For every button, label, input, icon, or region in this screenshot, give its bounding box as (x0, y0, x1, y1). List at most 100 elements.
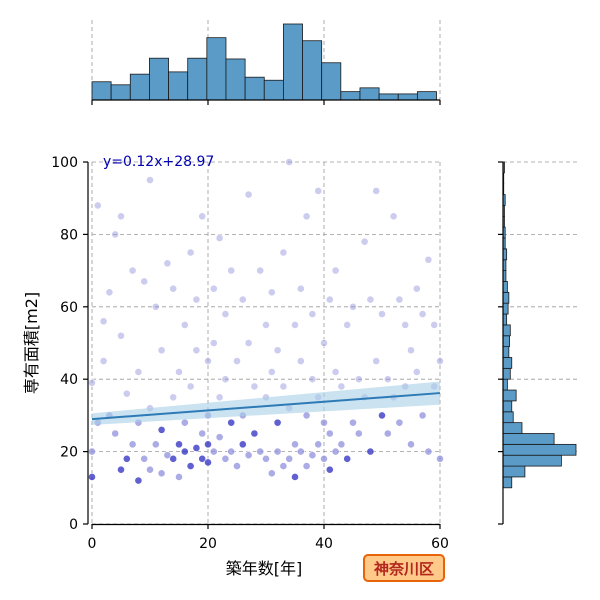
scatter-point (331, 447, 340, 456)
scatter-point (192, 444, 201, 452)
scatter-point (354, 375, 363, 384)
scatter-point (215, 234, 224, 242)
scatter-point (325, 465, 334, 474)
scatter-point (180, 418, 189, 427)
scatter-point (180, 447, 189, 456)
scatter-point (128, 266, 137, 275)
scatter-point (169, 454, 178, 463)
scatter-point (250, 429, 259, 438)
scatter-point (383, 375, 392, 384)
right-hist-bar (502, 302, 509, 315)
scatter-point (273, 447, 282, 456)
scatter-point (192, 295, 201, 304)
right-hist-bar (502, 389, 517, 402)
scatter-point (157, 346, 166, 355)
top-hist-bar (225, 58, 246, 101)
scatter-point (389, 212, 398, 221)
right-hist-bar (502, 443, 577, 456)
scatter-point (407, 440, 415, 449)
scatter-point (186, 462, 195, 470)
scatter-point (209, 284, 218, 293)
top-hist-bar (378, 93, 399, 101)
scatter-point (163, 259, 172, 268)
scatter-point (204, 440, 212, 449)
scatter-point (378, 411, 386, 420)
scatter-point (151, 302, 160, 311)
scatter-point (407, 346, 415, 355)
scatter-point (175, 440, 183, 449)
scatter-point (366, 447, 375, 456)
scatter-point (198, 212, 207, 221)
scatter-point (337, 440, 346, 449)
scatter-point (430, 320, 439, 329)
scatter-point (215, 433, 224, 442)
y-axis-label: 専有面積[m2] (22, 292, 41, 394)
scatter-point (238, 440, 247, 449)
scatter-point (227, 418, 236, 427)
scatter-point (308, 310, 317, 318)
scatter-point (383, 429, 392, 438)
scatter-point (88, 378, 96, 387)
scatter-point (296, 357, 305, 365)
x-tick-label-0: 0 (88, 536, 97, 552)
scatter-point (256, 266, 265, 275)
scatter-point (320, 339, 328, 347)
right-hist-bar (502, 433, 555, 445)
right-hist-bar (502, 324, 511, 337)
scatter-point (320, 454, 328, 463)
scatter-point (296, 447, 305, 456)
right-hist-bar (502, 346, 510, 358)
top-hist-bar (282, 23, 303, 101)
scatter-point (395, 295, 404, 304)
scatter-point (331, 266, 340, 275)
scatter-point (366, 295, 375, 304)
scatter-point (418, 310, 427, 318)
top-hist-bar (206, 37, 227, 101)
scatter-point (204, 357, 212, 365)
scatter-point (105, 288, 114, 297)
regression-line (91, 392, 441, 421)
scatter-point (267, 288, 276, 297)
scatter-point (111, 429, 120, 438)
scatter-point (279, 462, 288, 470)
right-hist-bar (502, 378, 508, 391)
scatter-point (238, 295, 247, 304)
scatter-point (99, 317, 108, 326)
scatter-point (215, 393, 224, 402)
region-badge-label: 神奈川区 (374, 560, 434, 578)
scatter-point (401, 320, 410, 329)
scatter-point (209, 339, 218, 347)
x-tick-label-2: 40 (315, 536, 333, 552)
scatter-point (204, 458, 212, 467)
scatter-point (302, 462, 311, 470)
scatter-point (151, 440, 160, 449)
right-histogram (498, 161, 580, 525)
scatter-point (198, 454, 207, 463)
scatter-point (99, 357, 108, 365)
scatter-point (227, 266, 236, 275)
scatter-point (117, 331, 125, 340)
scatter-point (395, 418, 404, 427)
scatter-point (227, 447, 236, 456)
top-hist-bar (187, 57, 208, 101)
scatter-point (175, 473, 183, 481)
scatter-point (244, 451, 253, 460)
x-tick-labels: 0 20 40 60 (88, 524, 449, 552)
scatter-point (424, 255, 433, 264)
scatter-point (175, 368, 183, 376)
scatter-point (343, 454, 352, 463)
scatter-point (285, 158, 294, 166)
top-hist-bar (340, 91, 361, 101)
scatter-point (262, 454, 270, 463)
top-hist-bar (359, 87, 380, 101)
scatter-point (279, 382, 288, 391)
scatter-point (372, 187, 381, 195)
scatter-point (337, 382, 346, 391)
scatter-point (273, 346, 282, 355)
scatter-point (372, 357, 381, 365)
y-tick-label-0: 0 (69, 517, 78, 533)
scatter-point (221, 375, 230, 384)
scatter-point (93, 201, 102, 210)
right-hist-bar (502, 281, 508, 293)
scatter-point (186, 382, 195, 391)
